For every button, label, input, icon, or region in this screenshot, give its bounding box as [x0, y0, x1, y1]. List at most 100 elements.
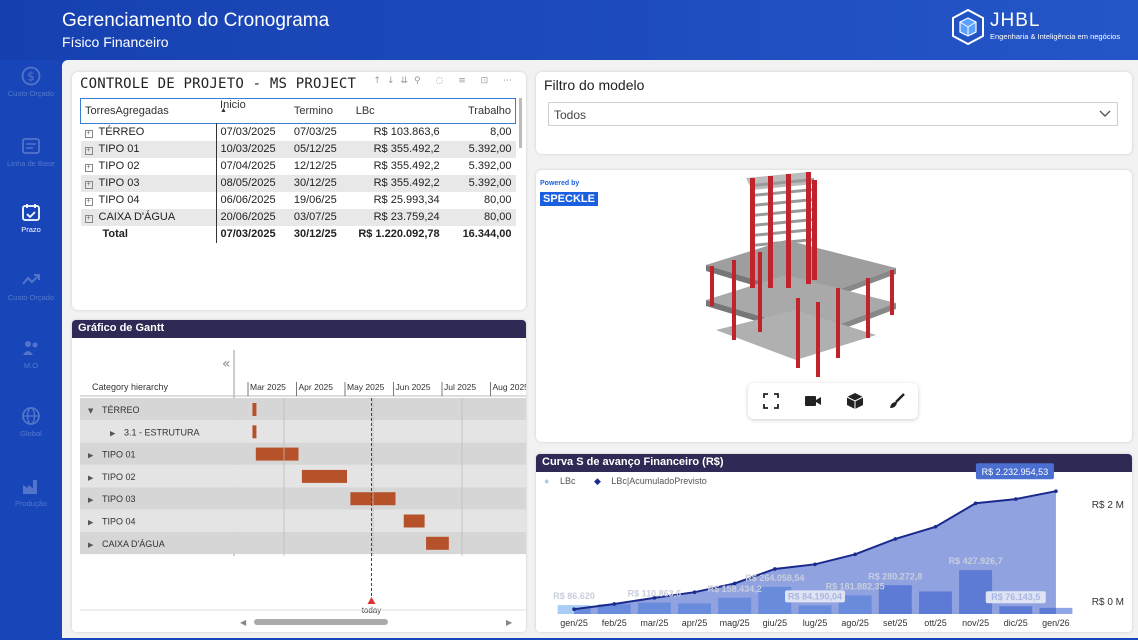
nav-item-linha-de-base[interactable]: Linha de Base — [0, 136, 62, 168]
gantt-row[interactable]: ▶ TIPO 04 — [80, 509, 526, 532]
nav-item-producao[interactable]: Produção — [0, 476, 62, 508]
collapse-button[interactable]: « — [222, 356, 231, 372]
paint-brush-icon[interactable] — [888, 392, 906, 410]
column-header[interactable]: Termino — [293, 105, 333, 117]
expand-toggle-icon[interactable]: ▶ — [88, 474, 94, 482]
viewer-toolbar — [748, 383, 918, 419]
cumulative-point[interactable] — [572, 607, 576, 612]
table-row[interactable]: + TIPO 04 06/06/2025 19/06/25 R$ 25.993,3… — [80, 191, 516, 209]
factory-icon — [23, 480, 37, 494]
legend-item-lbc[interactable]: ● LBc — [544, 476, 576, 486]
x-tick-label: apr/25 — [682, 618, 708, 628]
expand-toggle-icon[interactable]: ▶ — [88, 452, 94, 460]
horizontal-scrollbar[interactable] — [254, 619, 388, 625]
data-label: R$ 280.272,8 — [868, 571, 922, 581]
gantt-bar[interactable] — [426, 536, 449, 550]
cumulative-point[interactable] — [732, 581, 737, 586]
expand-icon[interactable]: + — [84, 130, 93, 139]
table-row[interactable]: + TÉRREO 07/03/2025 07/03/25 R$ 103.863,6… — [80, 123, 516, 141]
table-scrollbar[interactable] — [519, 98, 522, 148]
column-header[interactable]: Inicio ▲ — [220, 99, 246, 114]
x-tick-label: gen/25 — [560, 618, 588, 628]
data-label: R$ 264.058,54 — [745, 573, 804, 583]
expand-toggle-icon[interactable]: ▶ — [110, 429, 116, 437]
gantt-bar[interactable] — [403, 514, 425, 528]
table-row[interactable]: + TIPO 01 10/03/2025 05/12/25 R$ 355.492,… — [80, 140, 516, 158]
gantt-bar[interactable] — [252, 425, 257, 439]
dollar-icon: $ — [21, 66, 41, 86]
filter-card: Filtro do modelo Todos — [536, 72, 1132, 154]
expand-toggle-icon[interactable]: ▶ — [88, 519, 94, 527]
model-filter-dropdown[interactable]: Todos — [548, 102, 1118, 126]
cumulative-point[interactable] — [1054, 489, 1058, 493]
table-row[interactable]: + CAIXA D'ÁGUA 20/06/2025 03/07/25 R$ 23.… — [80, 208, 516, 226]
fullscreen-icon[interactable] — [762, 392, 780, 410]
gantt-row[interactable]: ▶ TIPO 03 — [80, 487, 526, 510]
scroll-left-icon[interactable]: ◀ — [240, 618, 247, 627]
cumulative-point[interactable] — [612, 602, 617, 606]
data-label: R$ 76.143,5 — [991, 592, 1040, 602]
column-header[interactable]: Trabalho — [467, 105, 511, 117]
gantt-row[interactable]: ▶ CAIXA D'ÁGUA — [80, 531, 526, 555]
globe-icon — [22, 407, 40, 425]
gantt-row-label: TIPO 02 — [102, 472, 136, 482]
expand-icon[interactable]: + — [84, 215, 93, 223]
nav-item-prazo[interactable]: Prazo — [0, 202, 62, 234]
cumulative-point[interactable] — [933, 525, 938, 529]
speckle-badge[interactable]: Powered by SPECKLE — [540, 180, 598, 206]
gantt-row[interactable]: ▶ TIPO 02 — [80, 464, 526, 488]
data-label-box — [985, 591, 1046, 604]
gantt-row[interactable]: ▶ TIPO 01 — [80, 442, 526, 465]
highlight-label: R$ 2.232.954,53 — [982, 467, 1049, 477]
cumulative-point[interactable] — [853, 552, 857, 557]
expand-toggle-icon[interactable]: ▶ — [88, 541, 94, 549]
nav-item-custo-orcado-2[interactable]: Custo Orçado — [0, 270, 62, 302]
data-label: R$ 84.190,04 — [788, 591, 842, 601]
gantt-bar[interactable] — [252, 403, 257, 416]
expand-icon[interactable]: + — [84, 198, 93, 206]
scurve-card: Curva S de avanço Financeiro (R$) ● LBc … — [536, 454, 1132, 632]
table-row[interactable]: + TIPO 03 08/05/2025 30/12/25 R$ 355.492,… — [80, 174, 516, 192]
expand-icon[interactable]: + — [84, 181, 93, 189]
nav-item-global[interactable]: Global — [0, 406, 62, 438]
expand-toggle-icon[interactable]: ▼ — [88, 407, 94, 415]
x-tick-label: feb/25 — [602, 618, 627, 628]
data-label: R$ 86.620 — [553, 591, 595, 601]
cumulative-point[interactable] — [1013, 497, 1018, 501]
project-table-card: CONTROLE DE PROJETO - MS PROJECT ↑↓⇊⚲ ◌ … — [72, 72, 526, 310]
expand-icon[interactable]: + — [84, 147, 93, 155]
highlight-label-box — [975, 463, 1054, 480]
today-marker-icon — [367, 597, 376, 604]
gantt-bar[interactable] — [301, 469, 347, 483]
building-3d-model[interactable] — [536, 170, 1132, 380]
column-header[interactable]: LBc — [355, 105, 375, 117]
cumulative-point[interactable] — [692, 590, 697, 594]
expand-icon[interactable]: + — [84, 164, 93, 172]
gantt-row[interactable]: ▶ 3.1 - ESTRUTURA — [80, 420, 526, 443]
project-table: TorresAgregadas Inicio ▲ Termino LBc Trab… — [80, 98, 516, 243]
cube-icon[interactable] — [846, 392, 864, 410]
cumulative-point[interactable] — [973, 501, 978, 506]
expand-toggle-icon[interactable]: ▶ — [88, 496, 94, 504]
nav-label: Linha de Base — [7, 159, 55, 168]
column-header[interactable]: TorresAgregadas — [85, 105, 169, 117]
cumulative-point[interactable] — [773, 567, 777, 571]
report-canvas: CONTROLE DE PROJETO - MS PROJECT ↑↓⇊⚲ ◌ … — [62, 60, 1138, 638]
gantt-bar[interactable] — [255, 447, 299, 461]
speckle-viewer-card: Powered by SPECKLE — [536, 170, 1132, 442]
scroll-right-icon[interactable]: ▶ — [506, 618, 513, 627]
cumulative-point[interactable] — [893, 537, 898, 541]
legend-item-acumulado[interactable]: ◆ LBc|AcumuladoPrevisto — [593, 476, 707, 486]
cumulative-point[interactable] — [813, 562, 817, 567]
table-row[interactable]: + TIPO 02 07/04/2025 12/12/25 R$ 355.492,… — [80, 157, 516, 175]
visual-toolbar[interactable]: ↑↓⇊⚲ ◌ ≡ ⊡ ⋯ — [373, 76, 518, 86]
cube-logo-icon — [952, 8, 984, 46]
camera-icon[interactable] — [804, 392, 822, 410]
x-tick-label: gen/26 — [1042, 618, 1070, 628]
nav-item-custo-orcado[interactable]: $ Custo Orçado — [0, 66, 62, 98]
page-title: Gerenciamento do Cronograma — [62, 10, 330, 31]
x-tick-label: ott/25 — [924, 618, 947, 628]
nav-item-mo[interactable]: M.O — [0, 338, 62, 370]
cumulative-point[interactable] — [652, 596, 657, 600]
gantt-row[interactable]: ▼ TÉRREO — [80, 398, 526, 421]
